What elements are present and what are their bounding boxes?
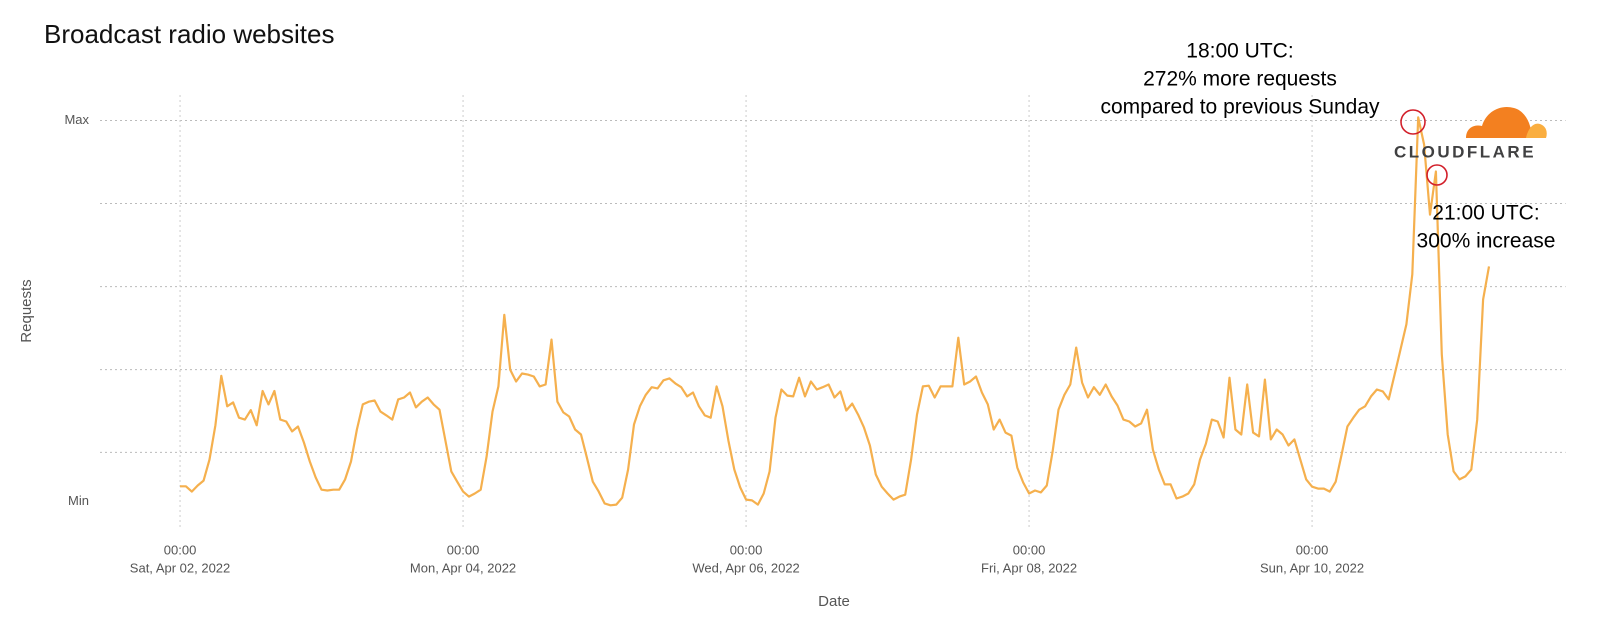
grid: Min Max 00:00 Sat, Apr 02, 2022 00:00 Mon, Ap… bbox=[64, 95, 1566, 575]
x-tick-label: Wed, Apr 06, 2022 bbox=[692, 560, 799, 575]
x-tick-label: Sat, Apr 02, 2022 bbox=[130, 560, 230, 575]
y-tick-label: Min bbox=[68, 493, 89, 508]
data-line bbox=[180, 116, 1491, 507]
x-tick-label: 00:00 bbox=[164, 542, 197, 557]
x-tick-label: 00:00 bbox=[1013, 542, 1046, 557]
logo-cloud bbox=[1526, 123, 1547, 138]
x-tick-label: 00:00 bbox=[1296, 542, 1329, 557]
logo-cloud bbox=[1466, 106, 1534, 138]
x-tick-label: 00:00 bbox=[730, 542, 763, 557]
x-tick-label: 00:00 bbox=[447, 542, 480, 557]
chart-title: Broadcast radio websites bbox=[44, 19, 334, 49]
annotation-circle bbox=[1426, 164, 1448, 186]
annotation-text: 18:00 UTC: bbox=[1186, 40, 1293, 63]
annotation-text: 272% more requests bbox=[1143, 68, 1337, 91]
annotation: 21:00 UTC: 300% increase bbox=[1417, 202, 1556, 253]
x-axis-label: Date bbox=[818, 593, 850, 610]
annotation-text: 21:00 UTC: bbox=[1432, 202, 1539, 225]
y-axis-label: Requests bbox=[18, 279, 35, 342]
x-tick-label: Mon, Apr 04, 2022 bbox=[410, 560, 516, 575]
annotation-text: 300% increase bbox=[1417, 230, 1556, 253]
logo-text: CLOUDFLARE bbox=[1394, 142, 1536, 161]
plot-area bbox=[180, 116, 1491, 507]
annotation: 18:00 UTC: 272% more requests compared t… bbox=[1101, 40, 1380, 119]
x-tick-label: Fri, Apr 08, 2022 bbox=[981, 560, 1077, 575]
logo: CLOUDFLARE bbox=[1394, 106, 1547, 161]
annotation-text: compared to previous Sunday bbox=[1101, 96, 1380, 119]
x-tick-label: Sun, Apr 10, 2022 bbox=[1260, 560, 1364, 575]
y-tick-label: Max bbox=[64, 112, 89, 127]
annotation-circle bbox=[1400, 109, 1426, 135]
